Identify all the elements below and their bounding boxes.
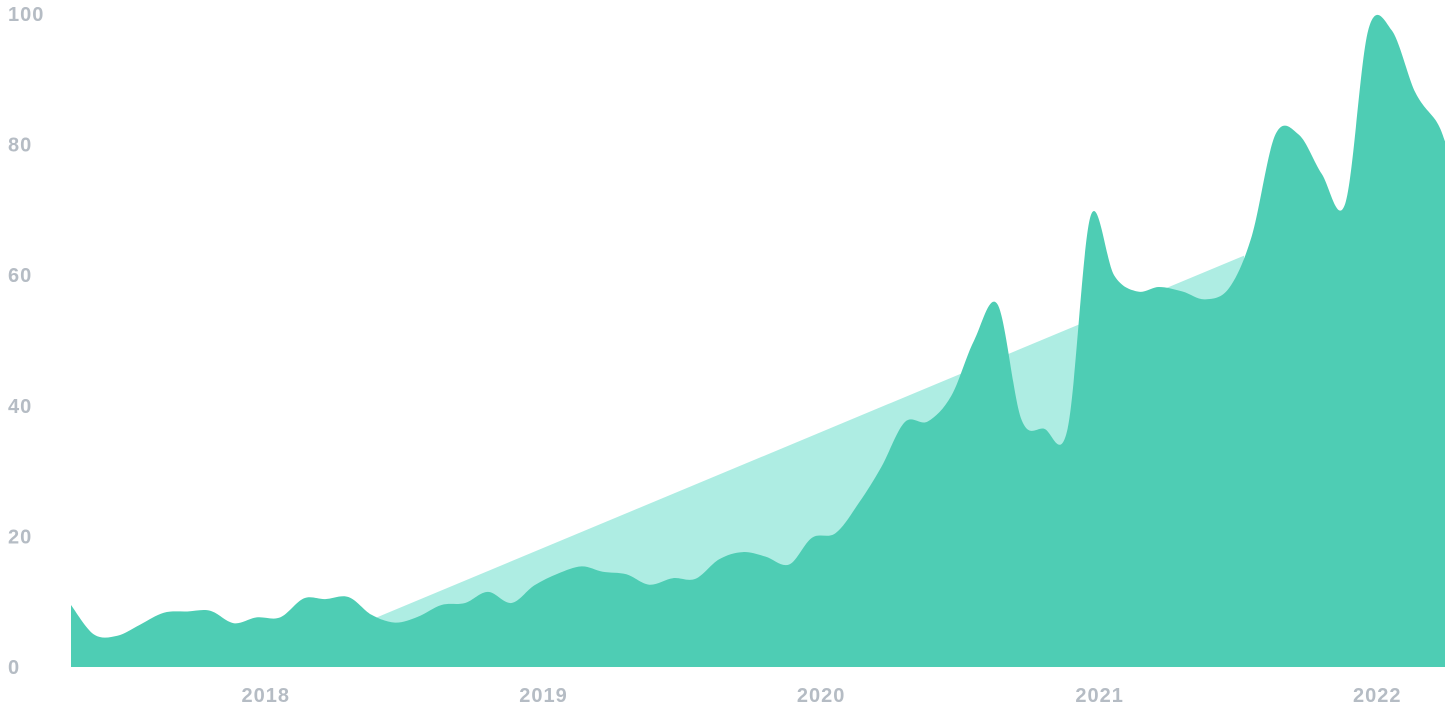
y-tick-label: 0 <box>8 657 20 679</box>
y-tick-label: 20 <box>8 526 32 548</box>
series-area <box>71 14 1445 668</box>
y-tick-label: 60 <box>8 265 32 287</box>
y-axis: 0 20 40 60 80 100 <box>8 4 44 679</box>
y-tick-label: 40 <box>8 396 32 418</box>
x-tick-label: 2022 <box>1353 685 1402 707</box>
x-tick-label: 2019 <box>519 685 568 707</box>
y-tick-label: 80 <box>8 135 32 157</box>
x-tick-label: 2018 <box>242 685 291 707</box>
y-tick-label: 100 <box>8 4 44 26</box>
x-tick-label: 2020 <box>797 685 846 707</box>
x-tick-label: 2021 <box>1075 685 1124 707</box>
x-axis: 2018 2019 2020 2021 2022 <box>242 685 1402 707</box>
